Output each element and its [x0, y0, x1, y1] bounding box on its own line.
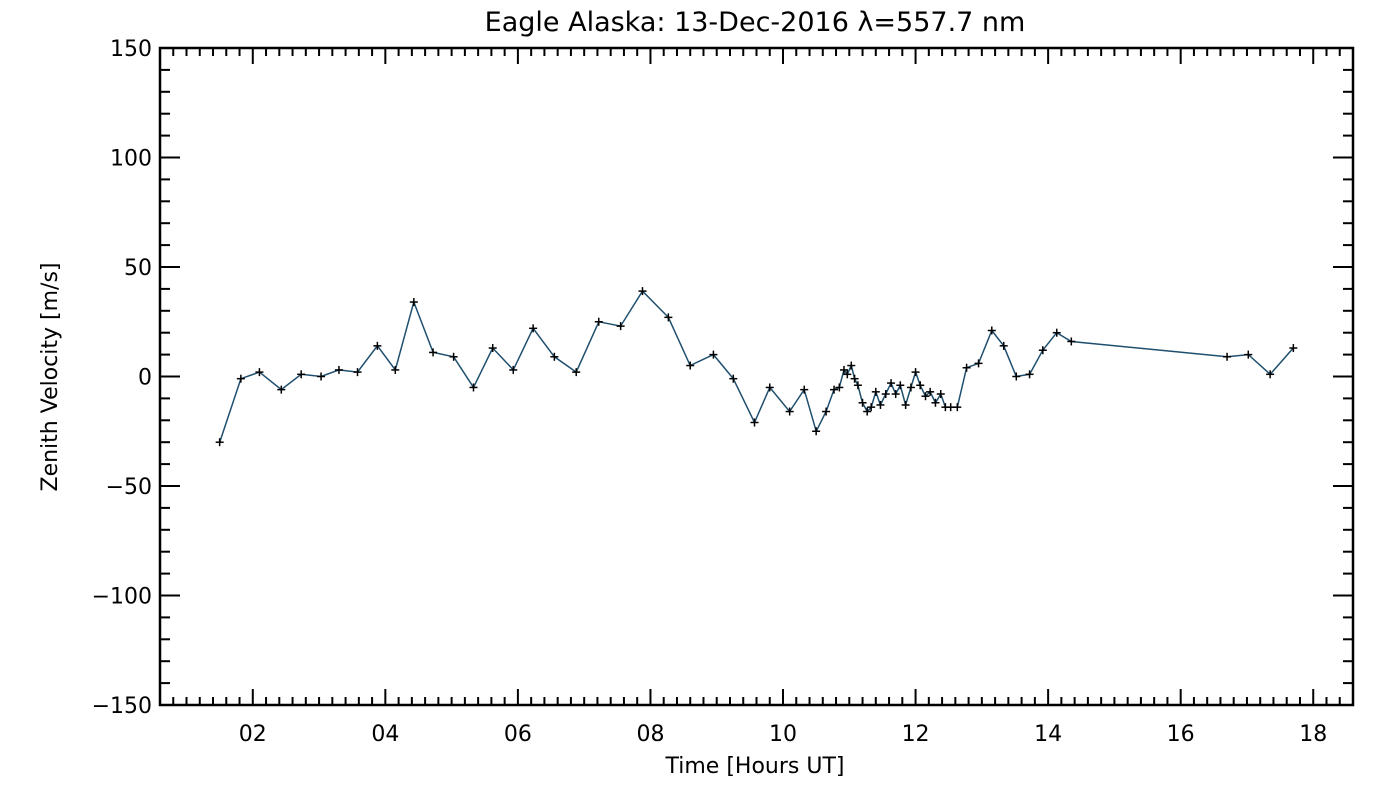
- x-tick-label: 14: [1034, 722, 1062, 747]
- data-point: [236, 374, 245, 383]
- data-point: [664, 313, 673, 322]
- data-point: [999, 341, 1008, 350]
- data-point: [906, 383, 915, 392]
- data-point: [931, 398, 940, 407]
- x-tick-label: 18: [1299, 722, 1327, 747]
- data-point: [936, 390, 945, 399]
- data-point: [638, 287, 647, 296]
- plot-frame: [158, 46, 1355, 707]
- data-point: [911, 368, 920, 377]
- data-point: [867, 403, 876, 412]
- data-point: [1067, 337, 1076, 346]
- data-point: [974, 359, 983, 368]
- data-point: [353, 368, 362, 377]
- data-point: [709, 350, 718, 359]
- data-point: [449, 352, 458, 361]
- data-point: [850, 374, 859, 383]
- data-point: [1289, 344, 1298, 353]
- data-point: [391, 365, 400, 374]
- data-point: [863, 407, 872, 416]
- plot-area: [215, 287, 1298, 447]
- y-tick-label: −100: [92, 585, 152, 610]
- data-point: [871, 387, 880, 396]
- data-point: [887, 379, 896, 388]
- data-point: [896, 381, 905, 390]
- series-line: [218, 289, 1294, 443]
- data-point: [550, 352, 559, 361]
- x-tick-label: 12: [902, 722, 930, 747]
- data-point: [785, 407, 794, 416]
- x-tick-label: 02: [239, 722, 267, 747]
- chart-title: Eagle Alaska: 13-Dec-2016 λ=557.7 nm: [485, 7, 1026, 38]
- data-point: [529, 324, 538, 333]
- data-point: [916, 381, 925, 390]
- data-point: [1223, 352, 1232, 361]
- data-point: [839, 365, 848, 374]
- y-tick-label: −50: [106, 475, 152, 500]
- x-axis-label: Time [Hours UT]: [665, 754, 845, 779]
- data-point: [373, 341, 382, 350]
- x-tick-label: 06: [504, 722, 532, 747]
- data-point: [572, 368, 581, 377]
- data-point: [686, 361, 695, 370]
- axes: 02 04 06 08 10 12 14 16 18 150 100 50 0 −50 −100 −150: [92, 37, 1355, 747]
- y-tick-label: 50: [124, 256, 152, 281]
- data-point: [847, 361, 856, 370]
- data-point: [215, 438, 224, 447]
- data-point: [334, 365, 343, 374]
- data-point: [812, 427, 821, 436]
- data-point: [876, 400, 885, 409]
- y-tick-label: 150: [110, 37, 152, 62]
- data-point: [853, 381, 862, 390]
- data-point: [1012, 372, 1021, 381]
- y-tick-label: 100: [110, 147, 152, 172]
- y-tick-label: −150: [92, 694, 152, 719]
- x-tick-label: 04: [371, 722, 399, 747]
- data-point: [835, 383, 844, 392]
- data-point: [881, 390, 890, 399]
- data-point: [830, 385, 839, 394]
- data-point: [488, 344, 497, 353]
- x-tick-label: 16: [1167, 722, 1195, 747]
- data-point: [1038, 346, 1047, 355]
- data-point: [987, 326, 996, 335]
- data-point: [921, 392, 930, 401]
- data-point: [1244, 350, 1253, 359]
- data-point: [822, 407, 831, 416]
- data-point: [317, 372, 326, 381]
- data-point: [277, 385, 286, 394]
- data-point: [800, 385, 809, 394]
- data-point: [469, 383, 478, 392]
- data-point: [409, 298, 418, 307]
- y-axis-label: Zenith Velocity [m/s]: [38, 263, 63, 492]
- data-point: [891, 390, 900, 399]
- data-point: [962, 363, 971, 372]
- data-point: [594, 317, 603, 326]
- data-point: [858, 398, 867, 407]
- data-point: [429, 348, 438, 357]
- data-point: [255, 368, 264, 377]
- data-point: [1025, 370, 1034, 379]
- data-point: [509, 365, 518, 374]
- data-point: [901, 400, 910, 409]
- data-point: [750, 418, 759, 427]
- data-point: [1266, 370, 1275, 379]
- data-point: [843, 370, 852, 379]
- x-tick-label: 10: [769, 722, 797, 747]
- y-tick-label: 0: [138, 366, 152, 391]
- data-point: [926, 387, 935, 396]
- data-point: [616, 322, 625, 331]
- data-point: [297, 370, 306, 379]
- data-point: [729, 374, 738, 383]
- data-point: [765, 383, 774, 392]
- x-tick-label: 08: [636, 722, 664, 747]
- data-point: [953, 403, 962, 412]
- data-point: [1052, 328, 1061, 337]
